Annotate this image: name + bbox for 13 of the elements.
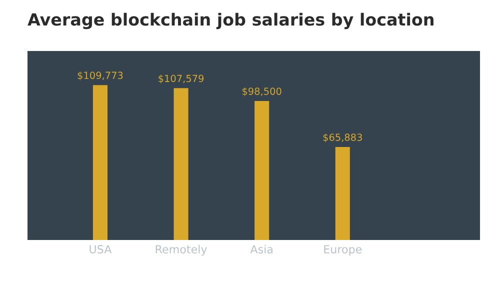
x-tick-label: Remotely <box>156 244 207 256</box>
data-label: $65,883 <box>323 133 362 142</box>
data-label: $107,579 <box>158 74 204 84</box>
bar <box>92 85 108 240</box>
bar <box>335 147 350 240</box>
x-tick-label: Europe <box>324 245 362 256</box>
x-tick-label: Asia <box>250 244 272 254</box>
data-label: $98,500 <box>242 87 282 96</box>
bar <box>254 100 270 240</box>
data-label: $109,773 <box>78 72 123 80</box>
chart-title: Average blockchain job salaries by location <box>28 12 434 30</box>
x-tick-label: USA <box>90 245 112 254</box>
bar <box>174 88 188 240</box>
